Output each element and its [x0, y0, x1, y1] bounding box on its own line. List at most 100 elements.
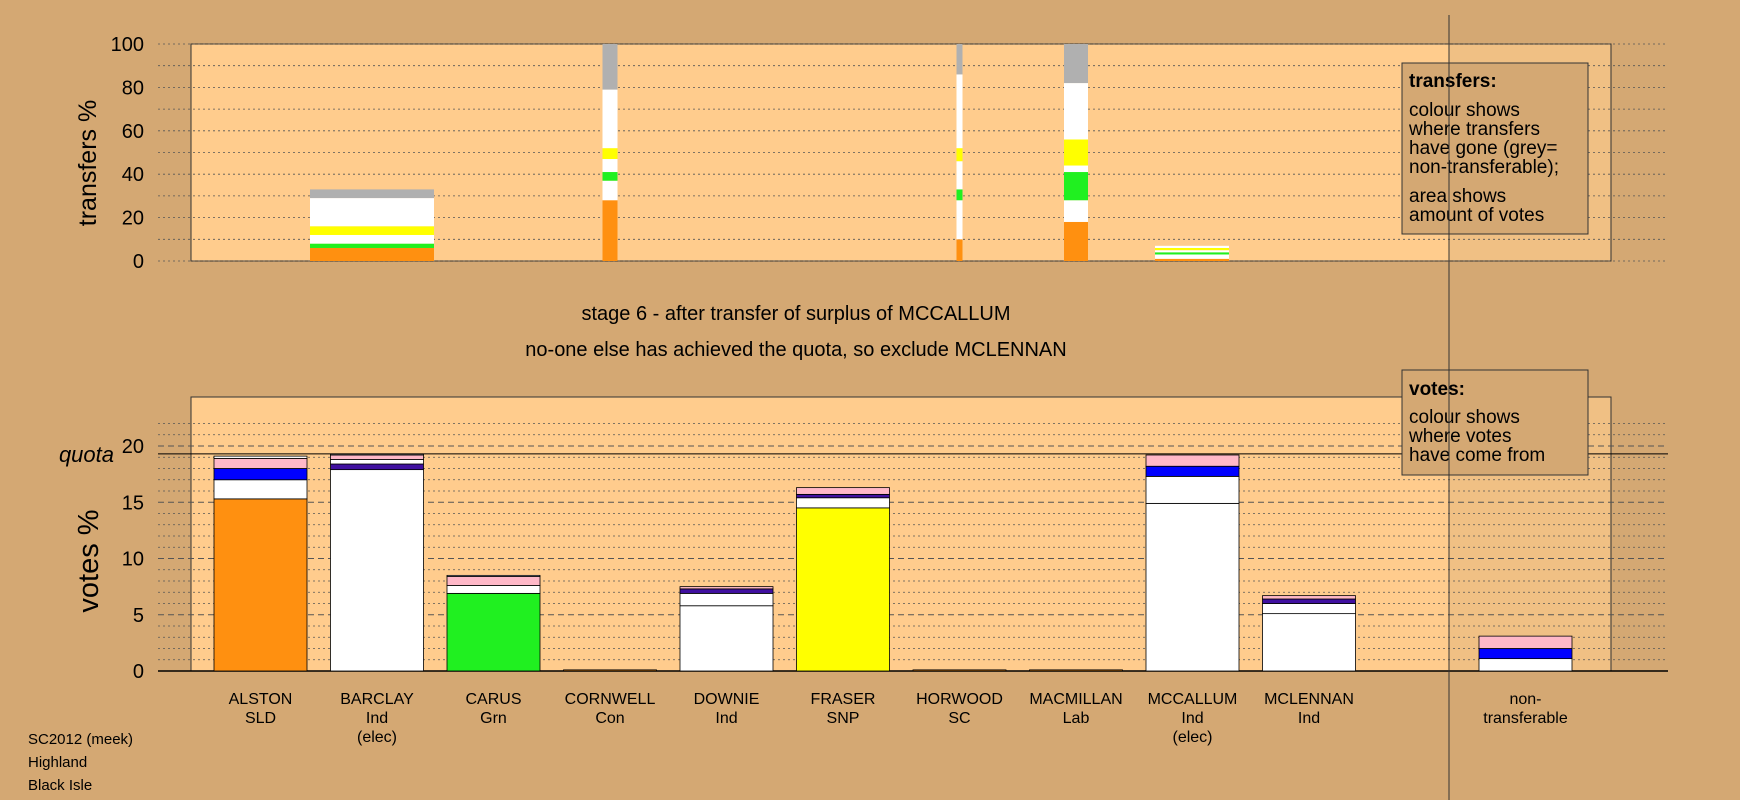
- candidate-label: CARUS: [465, 691, 521, 708]
- vote-bar: [330, 453, 424, 672]
- transfer-segment: [1155, 252, 1229, 255]
- transfers-legend-box: [1401, 62, 1589, 235]
- transfer-segment: [1064, 172, 1088, 201]
- transfer-segment: [1064, 221, 1088, 261]
- vote-bar: [1262, 595, 1356, 672]
- vote-segment: [912, 669, 1007, 672]
- transfer-bar-cornwell: [602, 44, 618, 261]
- transfer-segment: [310, 189, 434, 199]
- vote-segment: [679, 586, 774, 590]
- vote-segment: [330, 454, 424, 460]
- vote-segment: [330, 459, 424, 465]
- candidate-label: Grn: [480, 710, 507, 727]
- vote-segment: [796, 507, 890, 672]
- transfers-y-tick-label: 80: [122, 77, 144, 99]
- transfers-y-tick-label: 100: [111, 34, 144, 56]
- vote-bar: [796, 487, 890, 672]
- transfer-segment: [1155, 245, 1229, 248]
- votes-legend: votes: colour shows where votes have com…: [1401, 369, 1589, 476]
- vote-bar: [213, 455, 308, 672]
- transfer-segment: [1064, 139, 1088, 166]
- candidate-label: (elec): [357, 729, 397, 746]
- transfer-segment: [310, 226, 434, 235]
- transfer-segment: [1064, 165, 1088, 173]
- transfer-segment: [956, 189, 963, 201]
- footer-line-2: Highland: [28, 754, 87, 771]
- votes-legend-box: [1401, 369, 1589, 476]
- vote-segment: [213, 479, 308, 500]
- transfer-segment: [956, 239, 963, 261]
- votes-y-tick-label: 20: [122, 436, 144, 458]
- vote-segment: [679, 588, 774, 594]
- vote-segment: [213, 457, 308, 469]
- transfer-segment: [956, 161, 963, 190]
- candidate-label: CORNWELL: [565, 691, 656, 708]
- transfers-legend-line-2: where transfers: [1408, 119, 1540, 140]
- transfers-y-tick-label: 40: [122, 164, 144, 186]
- vote-segment: [563, 669, 657, 672]
- vote-segment: [1478, 658, 1573, 672]
- vote-segment: [330, 469, 424, 672]
- transfer-segment: [1064, 83, 1088, 140]
- vote-segment: [1145, 465, 1240, 477]
- vote-segment: [213, 455, 308, 459]
- candidate-label: Con: [595, 710, 624, 727]
- vote-segment: [1145, 475, 1240, 504]
- transfer-segment: [956, 44, 963, 75]
- transfer-segment: [602, 172, 618, 181]
- transfer-segment: [602, 159, 618, 173]
- vote-bar: [1478, 635, 1573, 672]
- vote-segment: [446, 592, 541, 672]
- transfers-y-tick-label: 0: [133, 251, 144, 273]
- vote-bar: [1145, 454, 1240, 672]
- transfers-y-tick-label: 60: [122, 121, 144, 143]
- transfer-bar-macmillan: [1064, 44, 1088, 261]
- transfer-segment: [1155, 254, 1229, 259]
- candidate-label: SC: [948, 710, 970, 727]
- transfer-bar-barclay: [310, 189, 434, 261]
- candidate-label: HORWOOD: [916, 691, 1003, 708]
- votes-y-axis-label: votes %: [73, 509, 105, 612]
- transfers-legend-line-3: have gone (grey=: [1409, 138, 1557, 159]
- transfer-segment: [1155, 258, 1229, 261]
- vote-bar: [912, 669, 1007, 672]
- transfers-y-ticks: 0 20 40 60 80 100: [111, 34, 144, 273]
- vote-segment: [1262, 598, 1356, 604]
- stage-title: stage 6 - after transfer of surplus of M…: [581, 303, 1010, 325]
- transfer-segment: [310, 234, 434, 244]
- vote-segment: [796, 487, 890, 495]
- candidate-label: BARCLAY: [340, 691, 414, 708]
- vote-segment: [1262, 613, 1356, 672]
- transfers-gridlines: [158, 43, 1668, 262]
- candidate-label: (elec): [1172, 729, 1212, 746]
- candidate-label: SNP: [827, 710, 860, 727]
- transfers-y-axis-label: transfers %: [74, 100, 102, 226]
- vote-segment: [446, 585, 541, 594]
- candidate-label: DOWNIE: [694, 691, 760, 708]
- candidate-label: transferable: [1483, 710, 1568, 727]
- votes-legend-title: votes:: [1409, 379, 1465, 400]
- votes-plot-area: [190, 396, 1612, 672]
- votes-y-tick-label: 15: [122, 492, 144, 514]
- transfer-segment: [310, 198, 434, 227]
- candidate-label: Ind: [715, 710, 737, 727]
- footer-line-3: Black Isle: [28, 777, 92, 794]
- vote-segment: [1478, 635, 1573, 649]
- vote-segment: [679, 605, 774, 672]
- transfer-segment: [956, 200, 963, 240]
- transfers-chart: 0 20 40 60 80 100 transfers % transfers: colo…: [74, 34, 1668, 273]
- transfers-legend: transfers: colour shows where transfers …: [1401, 62, 1589, 235]
- candidate-label: Lab: [1063, 710, 1090, 727]
- transfers-bars: [310, 44, 1229, 261]
- transfer-segment: [602, 148, 618, 160]
- candidate-label: Ind: [1298, 710, 1320, 727]
- candidate-labels: ALSTON SLD BARCLAY Ind (elec) CARUS Grn CORNWEL…: [229, 691, 1568, 746]
- vote-segment: [1029, 669, 1123, 672]
- vote-bar: [1029, 669, 1123, 672]
- vote-segment: [213, 498, 308, 672]
- votes-chart: 0 5 10 15 20 votes % quota ALSTON SLD BARCLAY I…: [59, 369, 1668, 746]
- transfer-segment: [1064, 200, 1088, 222]
- transfers-legend-line-5: area shows: [1409, 186, 1506, 207]
- vote-bar: [446, 574, 541, 672]
